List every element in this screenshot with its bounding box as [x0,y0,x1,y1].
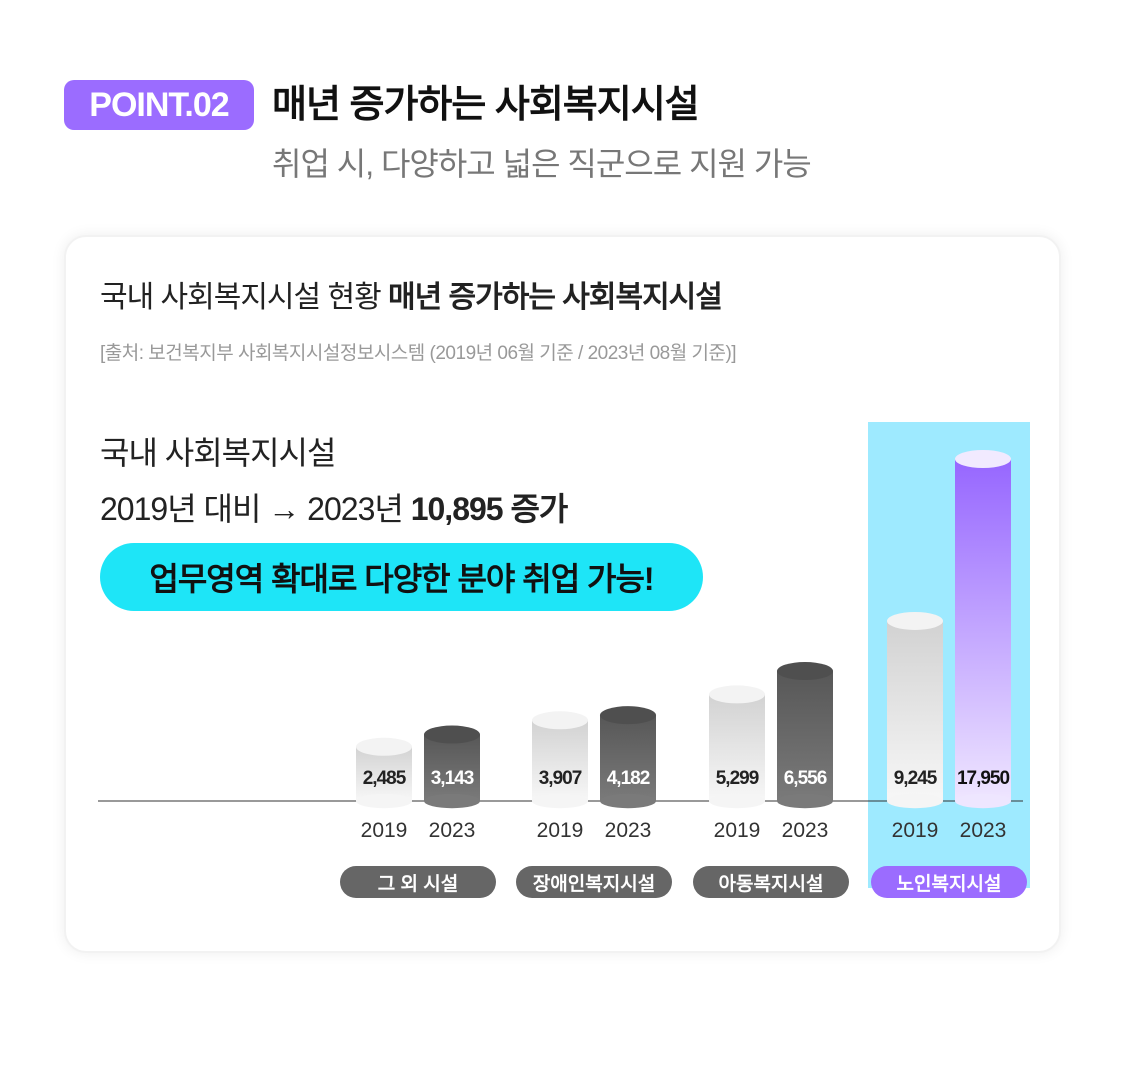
bar-2019-3 [887,620,943,801]
value-label: 9,245 [894,768,938,789]
bar-2023-0 [424,734,480,801]
bar-cap-2023-1 [600,706,656,725]
bar-2023-3 [955,459,1011,801]
value-label: 4,182 [607,768,650,789]
bar-base-2023-3 [955,793,1011,809]
year-tick-label: 2019 [714,819,761,842]
bar-base-2023-0 [424,793,480,809]
bar-2023-2 [777,671,833,801]
summary-increase: 10,895 증가 [410,491,569,527]
bar-base-2019-0 [356,793,412,809]
value-label: 17,950 [957,768,1010,789]
bar-base-2019-3 [887,793,943,809]
year-tick-label: 2023 [782,819,829,842]
category-label: 노인복지시설 [871,866,1027,898]
year-tick-label: 2023 [960,819,1007,842]
bar-cap-2019-3 [887,611,943,630]
page-subtitle: 취업 시, 다양하고 넓은 직군으로 지원 가능 [272,146,812,182]
category-label: 아동복지시설 [693,866,849,898]
value-label: 5,299 [716,768,759,789]
category-label: 장애인복지시설 [516,866,672,898]
year-tick-label: 2019 [361,819,408,842]
bar-base-2019-2 [709,793,765,809]
bar-base-2019-1 [532,793,588,809]
bar-cap-2023-3 [955,450,1011,468]
bar-cap-2019-0 [356,737,412,756]
bar-cap-2019-2 [709,685,765,704]
bar-2019-1 [532,720,588,801]
bar-cap-2019-1 [532,711,588,730]
year-tick-label: 2023 [429,819,476,842]
bar-2019-2 [709,694,765,801]
highlight-pill: 업무영역 확대로 다양한 분야 취업 가능! [100,543,703,611]
category-label: 그 외 시설 [340,866,496,898]
summary-line-2-regular: 2019년 대비 → 2023년 [100,491,411,527]
bar-cap-2023-0 [424,725,480,744]
summary-line-2: 2019년 대비 → 2023년 10,895 증가 [100,486,569,532]
value-label: 3,907 [539,768,582,789]
year-tick-label: 2019 [537,819,584,842]
value-label: 2,485 [363,768,407,789]
bar-2023-1 [600,715,656,801]
summary-line-1: 국내 사회복지시설 [100,435,336,471]
value-label: 6,556 [784,768,827,789]
bar-2019-0 [356,746,412,801]
card-title: 국내 사회복지시설 현황 매년 증가하는 사회복지시설 [100,276,723,320]
card-title-bold: 매년 증가하는 사회복지시설 [388,281,723,314]
value-label: 3,143 [431,768,474,789]
card-title-regular: 국내 사회복지시설 현황 [100,281,389,314]
page-title: 매년 증가하는 사회복지시설 [272,84,700,126]
bar-cap-2023-2 [777,662,833,681]
year-tick-label: 2023 [605,819,652,842]
bar-base-2023-1 [600,793,656,809]
bar-base-2023-2 [777,793,833,809]
year-tick-label: 2019 [892,819,939,842]
point-badge: POINT.02 [64,80,254,130]
source-note: [출처: 보건복지부 사회복지시설정보시스템 (2019년 06월 기준 / 2… [100,343,737,364]
